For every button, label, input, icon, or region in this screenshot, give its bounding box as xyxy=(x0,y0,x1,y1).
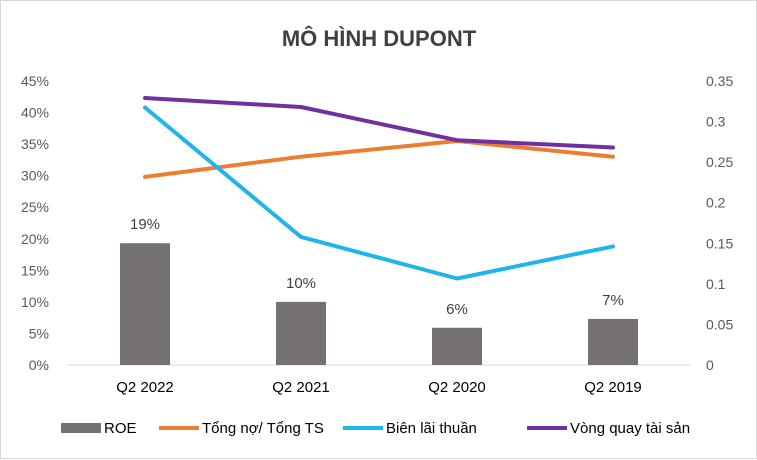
right-tick-label: 0.3 xyxy=(706,114,726,130)
right-axis: 0 0.05 0.1 0.15 0.2 0.25 0.3 0.35 xyxy=(706,73,733,373)
roe-data-label: 10% xyxy=(286,275,316,292)
left-tick-label: 5% xyxy=(29,325,49,341)
category-label: Q2 2021 xyxy=(272,379,330,396)
chart-title: MÔ HÌNH DUPONT xyxy=(282,26,477,51)
category-label: Q2 2022 xyxy=(116,379,174,396)
roe-data-label: 19% xyxy=(130,216,160,233)
roe-data-label: 6% xyxy=(446,301,468,318)
left-tick-label: 15% xyxy=(21,262,49,278)
debt-to-assets-line xyxy=(143,139,615,179)
line-series xyxy=(143,96,615,281)
left-tick-label: 0% xyxy=(29,357,49,373)
legend: ROE Tổng nợ/ Tổng TS Biên lãi thuần Vòng qu… xyxy=(61,420,690,437)
right-tick-label: 0 xyxy=(706,357,714,373)
roe-bars xyxy=(120,243,638,365)
roe-data-labels: 19% 10% 6% 7% xyxy=(130,216,624,318)
roe-bar xyxy=(120,243,170,365)
left-tick-label: 30% xyxy=(21,168,49,184)
net-margin-line xyxy=(143,105,615,281)
roe-bar xyxy=(432,327,482,365)
legend-label: Tổng nợ/ Tổng TS xyxy=(202,420,324,437)
left-tick-label: 45% xyxy=(21,73,49,89)
legend-label: ROE xyxy=(104,420,137,437)
left-tick-label: 20% xyxy=(21,231,49,247)
category-label: Q2 2020 xyxy=(428,379,486,396)
category-label: Q2 2019 xyxy=(584,379,642,396)
left-tick-label: 10% xyxy=(21,294,49,310)
roe-bar xyxy=(276,301,326,365)
roe-data-label: 7% xyxy=(602,292,624,309)
left-tick-label: 35% xyxy=(21,136,49,152)
right-tick-label: 0.2 xyxy=(706,195,726,211)
right-tick-label: 0.35 xyxy=(706,73,733,89)
right-tick-label: 0.1 xyxy=(706,276,726,292)
left-tick-label: 40% xyxy=(21,105,49,121)
right-tick-label: 0.15 xyxy=(706,235,733,251)
legend-swatch-bar xyxy=(61,423,101,433)
right-tick-label: 0.25 xyxy=(706,154,733,170)
left-axis: 0% 5% 10% 15% 20% 25% 30% 35% 40% 45% xyxy=(21,73,49,373)
asset-turnover-line xyxy=(143,96,615,150)
category-axis-labels: Q2 2022 Q2 2021 Q2 2020 Q2 2019 xyxy=(116,379,642,396)
right-tick-label: 0.05 xyxy=(706,316,733,332)
roe-bar xyxy=(588,318,638,365)
legend-label: Vòng quay tài sản xyxy=(570,420,690,437)
legend-label: Biên lãi thuần xyxy=(386,420,477,437)
left-tick-label: 25% xyxy=(21,199,49,215)
